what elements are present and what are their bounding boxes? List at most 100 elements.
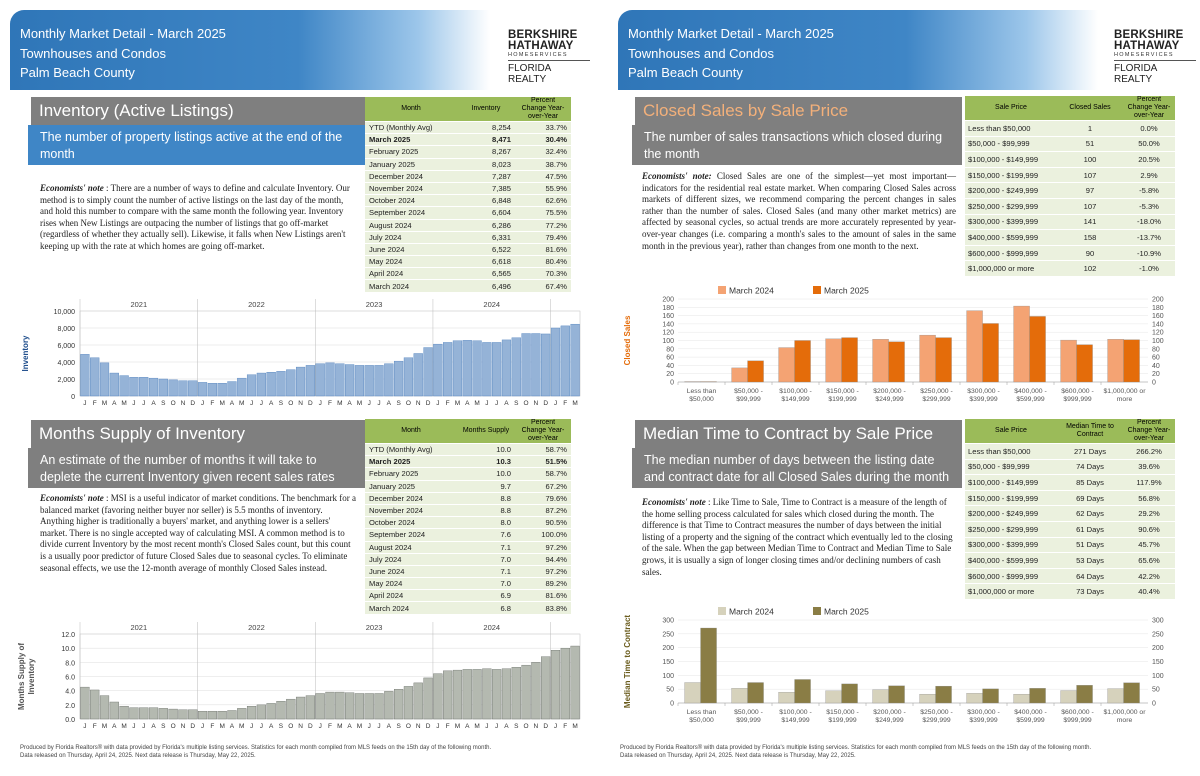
x-tick-label: A xyxy=(504,723,509,730)
table-cell: 70.3% xyxy=(515,267,571,281)
bar xyxy=(384,363,394,397)
table-row: $600,000 - $999,999 64 Days 42.2% xyxy=(965,568,1175,585)
table-cell: 8,471 xyxy=(457,133,515,147)
year-label: 2021 xyxy=(130,300,147,309)
column-header: Sale Price xyxy=(965,96,1057,121)
table-cell: 6,618 xyxy=(457,255,515,269)
bar xyxy=(384,691,394,720)
table-cell: 51 Days xyxy=(1057,537,1123,554)
table-row: $100,000 - $149,999 100 20.5% xyxy=(965,151,1175,168)
x-tick-label: Less than xyxy=(687,709,717,716)
bar xyxy=(80,354,90,397)
table-cell: 89.2% xyxy=(515,577,571,591)
y-axis-title-line2: Inventory xyxy=(27,658,36,695)
x-tick-label: $299,999 xyxy=(922,717,951,724)
bar xyxy=(452,340,463,397)
column-header: Percent Change Year-over-Year xyxy=(515,419,571,444)
x-tick-label: M xyxy=(102,400,107,407)
table-cell: 100.0% xyxy=(515,528,571,542)
x-tick-label: J xyxy=(201,400,204,407)
table-cell: August 2024 xyxy=(365,219,457,232)
x-tick-label: $199,999 xyxy=(828,717,857,724)
y2-tick-label: 120 xyxy=(1152,330,1164,337)
x-tick-label: $399,999 xyxy=(969,396,998,403)
x-tick-label: S xyxy=(396,400,401,407)
x-tick-label: O xyxy=(288,723,293,730)
x-tick-label: A xyxy=(465,400,470,407)
bar xyxy=(364,693,374,720)
x-tick-label: A xyxy=(112,400,117,407)
y-tick-label: 6.0 xyxy=(65,675,75,682)
bar xyxy=(374,693,384,720)
table-cell: $200,000 - $249,999 xyxy=(965,505,1057,522)
x-tick-label: N xyxy=(181,400,186,407)
bar xyxy=(237,708,247,720)
table-cell: 6,286 xyxy=(457,219,515,232)
bar xyxy=(99,695,110,720)
bar xyxy=(550,650,561,720)
bar xyxy=(1107,339,1124,383)
bar xyxy=(521,664,531,720)
closed-subtitle: The number of sales transactions which c… xyxy=(632,125,962,165)
y-tick-label: 120 xyxy=(662,330,674,337)
table-cell: 8.0 xyxy=(457,516,515,530)
footer-right: Produced by Florida Realtors® with data … xyxy=(620,745,1092,759)
year-label: 2023 xyxy=(366,300,383,309)
table-cell: October 2024 xyxy=(365,194,457,208)
table-cell: 8,254 xyxy=(457,121,515,135)
x-tick-label: $400,000 - xyxy=(1014,709,1047,716)
y-tick-label: 60 xyxy=(666,355,674,362)
table-row: March 2024 6,496 67.4% xyxy=(365,279,571,293)
table-cell: 8.8 xyxy=(457,504,515,518)
x-tick-label: $50,000 xyxy=(689,396,714,403)
table-cell: 32.4% xyxy=(515,145,571,159)
x-tick-label: $250,000 - xyxy=(920,709,953,716)
x-tick-label: A xyxy=(230,723,235,730)
bar xyxy=(295,366,306,397)
bar xyxy=(550,327,561,397)
table-cell: 87.2% xyxy=(515,504,571,518)
bar xyxy=(521,333,531,397)
table-cell: 141 xyxy=(1057,214,1123,231)
x-tick-label: J xyxy=(377,723,380,730)
table-cell: 6,331 xyxy=(457,231,515,244)
x-tick-label: A xyxy=(465,723,470,730)
table-cell: $100,000 - $149,999 xyxy=(965,151,1057,168)
right-page: Monthly Market Detail - March 2025 Townho… xyxy=(618,0,1200,776)
table-cell: 58.7% xyxy=(515,443,571,457)
bar xyxy=(872,689,889,704)
x-tick-label: S xyxy=(161,400,166,407)
table-cell: December 2024 xyxy=(365,492,457,505)
table-cell: 90 xyxy=(1057,245,1123,262)
y-tick-label: 0 xyxy=(670,380,674,387)
y2-tick-label: 160 xyxy=(1152,313,1164,320)
table-cell: 6,565 xyxy=(457,267,515,281)
table-cell: 77.2% xyxy=(515,219,571,232)
table-cell: 38.7% xyxy=(515,158,571,171)
table-cell: 50.0% xyxy=(1123,136,1175,153)
table-row: August 2024 6,286 77.2% xyxy=(365,219,571,232)
header-banner: Monthly Market Detail - March 2025 Townho… xyxy=(618,10,1098,90)
table-cell: June 2024 xyxy=(365,565,457,579)
x-tick-label: $99,999 xyxy=(736,396,761,403)
x-tick-label: M xyxy=(239,723,244,730)
table-cell: 67.4% xyxy=(515,279,571,293)
x-tick-label: $249,999 xyxy=(875,396,904,403)
bar xyxy=(872,339,889,383)
y-tick-label: 250 xyxy=(662,631,674,638)
x-tick-label: F xyxy=(210,400,214,407)
table-cell: April 2024 xyxy=(365,267,457,281)
table-cell: $150,000 - $199,999 xyxy=(965,167,1057,184)
y-axis-title-line1: Months Supply of xyxy=(17,643,26,710)
y-tick-label: 160 xyxy=(662,313,674,320)
header-title: Monthly Market Detail - March 2025 Townho… xyxy=(628,26,834,80)
table-row: February 2025 8,267 32.4% xyxy=(365,145,571,159)
bar xyxy=(1013,693,1030,704)
bar xyxy=(731,367,748,383)
x-tick-label: $399,999 xyxy=(969,717,998,724)
x-tick-label: O xyxy=(406,400,411,407)
bar xyxy=(1029,688,1046,704)
bar xyxy=(227,381,237,397)
bar xyxy=(747,360,764,383)
bar xyxy=(1060,339,1077,383)
